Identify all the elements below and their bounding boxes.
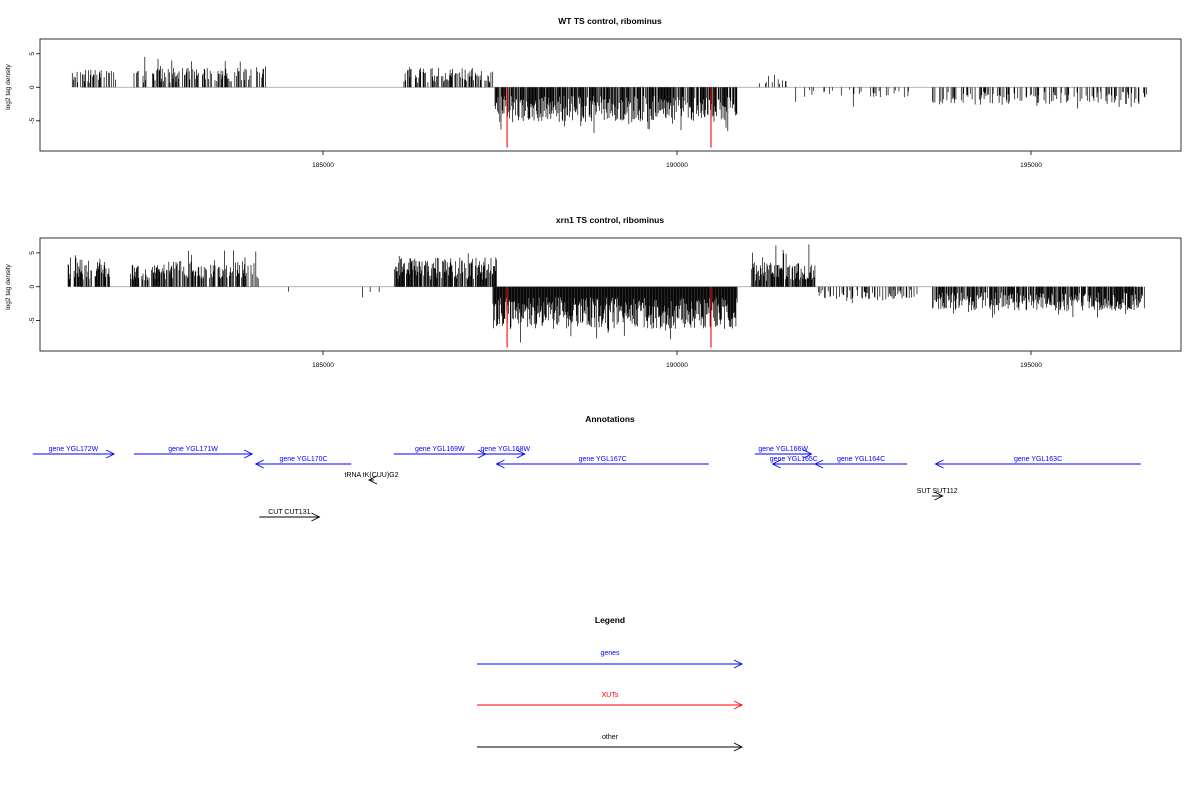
annotation-label: gene YGL171W — [168, 446, 218, 453]
legend-entry-genes: genes — [477, 650, 744, 669]
wt-y-axis: 5 0 -5 — [29, 52, 40, 124]
xrn1-y-axis-label: log2 tag density — [5, 263, 12, 309]
legend-entry-xuts: XUTs — [477, 692, 744, 710]
xrn1-track-title: xrn1 TS control, ribominus — [556, 215, 664, 225]
annotation-arrowhead — [105, 449, 116, 459]
annotation-features: gene YGL172W gene YGL171W gene YGL170C gene… — [32, 446, 1141, 522]
legend-label-genes: genes — [600, 650, 620, 657]
legend-title: Legend — [595, 615, 625, 625]
wt-y-axis-label: log2 tag density — [5, 63, 12, 109]
xrn1-y-tick-label: 5 — [29, 251, 36, 255]
annotation-feature: gene YGL164C — [814, 456, 908, 469]
wt-coverage-bars — [71, 56, 1148, 148]
annotation-label: gene YGL163C — [1014, 456, 1062, 463]
annotation-label: gene YGL166W — [758, 446, 808, 453]
annotation-arrowhead — [243, 449, 254, 459]
annotation-feature: SUT SUT112 — [917, 488, 958, 501]
xrn1-plot-frame — [39, 237, 1182, 352]
legend-arrowhead-genes — [733, 659, 744, 669]
wt-y-tick-label: -5 — [29, 118, 36, 124]
wt-plot-frame — [39, 38, 1182, 152]
xrn1-x-axis: 185000 190000 195000 — [312, 351, 1042, 369]
xrn1-x-tick-label: 195000 — [1020, 362, 1042, 369]
annotation-label: gene YGL165C — [770, 456, 818, 463]
legend-panel: Legend genes XUTs other — [477, 615, 744, 752]
legend-label-xuts: XUTs — [602, 692, 619, 699]
annotations-panel: Annotations gene YGL172W gene YGL171Wgene… — [32, 414, 1141, 522]
wt-track-panel: WT TS control, ribominus log2 tag densit… — [5, 16, 1182, 169]
annotations-title: Annotations — [585, 414, 635, 424]
wt-x-tick-label: 195000 — [1020, 162, 1042, 169]
annotation-label: gene YGL167C — [579, 456, 627, 463]
xrn1-y-tick-label: -5 — [29, 317, 36, 323]
annotation-feature: gene YGL172W — [32, 446, 116, 459]
annotation-arrowhead — [311, 512, 321, 522]
legend-label-other: other — [602, 734, 619, 741]
wt-y-tick-label: 5 — [29, 52, 36, 56]
wt-track-title: WT TS control, ribominus — [558, 16, 662, 26]
annotation-label: gene YGL164C — [837, 456, 885, 463]
xrn1-track-panel: xrn1 TS control, ribominus log2 tag dens… — [5, 215, 1182, 369]
annotation-feature: gene YGL169W — [393, 446, 487, 459]
annotation-arrowhead — [254, 459, 264, 469]
annotation-label: gene YGL172W — [49, 446, 99, 453]
xrn1-coverage-bars — [67, 244, 1145, 348]
legend-entry-other: other — [477, 734, 744, 752]
annotation-feature: gene YGL170C — [254, 456, 352, 469]
annotation-arrowhead — [814, 459, 824, 469]
xrn1-x-tick-label: 185000 — [312, 362, 334, 369]
annotation-label: gene YGL168W — [480, 446, 530, 453]
annotation-arrowhead — [516, 449, 526, 459]
annotation-arrowhead — [934, 459, 944, 469]
annotation-feature: gene YGL165C — [770, 456, 818, 469]
annotation-feature: gene YGL163C — [934, 456, 1141, 469]
annotation-arrowhead — [934, 491, 944, 501]
xrn1-x-tick-label: 190000 — [666, 362, 688, 369]
annotation-label: gene YGL170C — [279, 456, 327, 463]
annotation-arrowhead — [368, 475, 378, 485]
wt-x-tick-label: 190000 — [666, 162, 688, 169]
annotation-label: CUT CUT131 — [268, 509, 310, 516]
wt-y-tick-label: 0 — [29, 85, 36, 89]
xrn1-y-axis: 5 0 -5 — [29, 251, 40, 323]
legend-arrowhead-other — [733, 742, 744, 752]
annotation-label: SUT SUT112 — [917, 488, 958, 495]
annotation-feature: tRNA tK(CUU)G2 — [344, 472, 399, 485]
annotation-feature: gene YGL167C — [495, 456, 709, 469]
annotation-label: tRNA tK(CUU)G2 — [344, 472, 398, 479]
legend-arrowhead-xuts — [733, 700, 744, 710]
annotation-feature: CUT CUT131 — [259, 509, 321, 522]
annotation-arrowhead — [771, 459, 781, 469]
annotation-arrowhead — [803, 449, 813, 459]
wt-x-axis: 185000 190000 195000 — [312, 151, 1042, 169]
annotation-feature: gene YGL171W — [133, 446, 254, 459]
annotation-label: gene YGL169W — [415, 446, 465, 453]
wt-x-tick-label: 185000 — [312, 162, 334, 169]
annotation-feature: gene YGL166W — [754, 446, 813, 459]
annotation-feature: gene YGL168W — [480, 446, 531, 459]
xrn1-y-tick-label: 0 — [29, 285, 36, 289]
annotation-arrowhead — [495, 459, 505, 469]
